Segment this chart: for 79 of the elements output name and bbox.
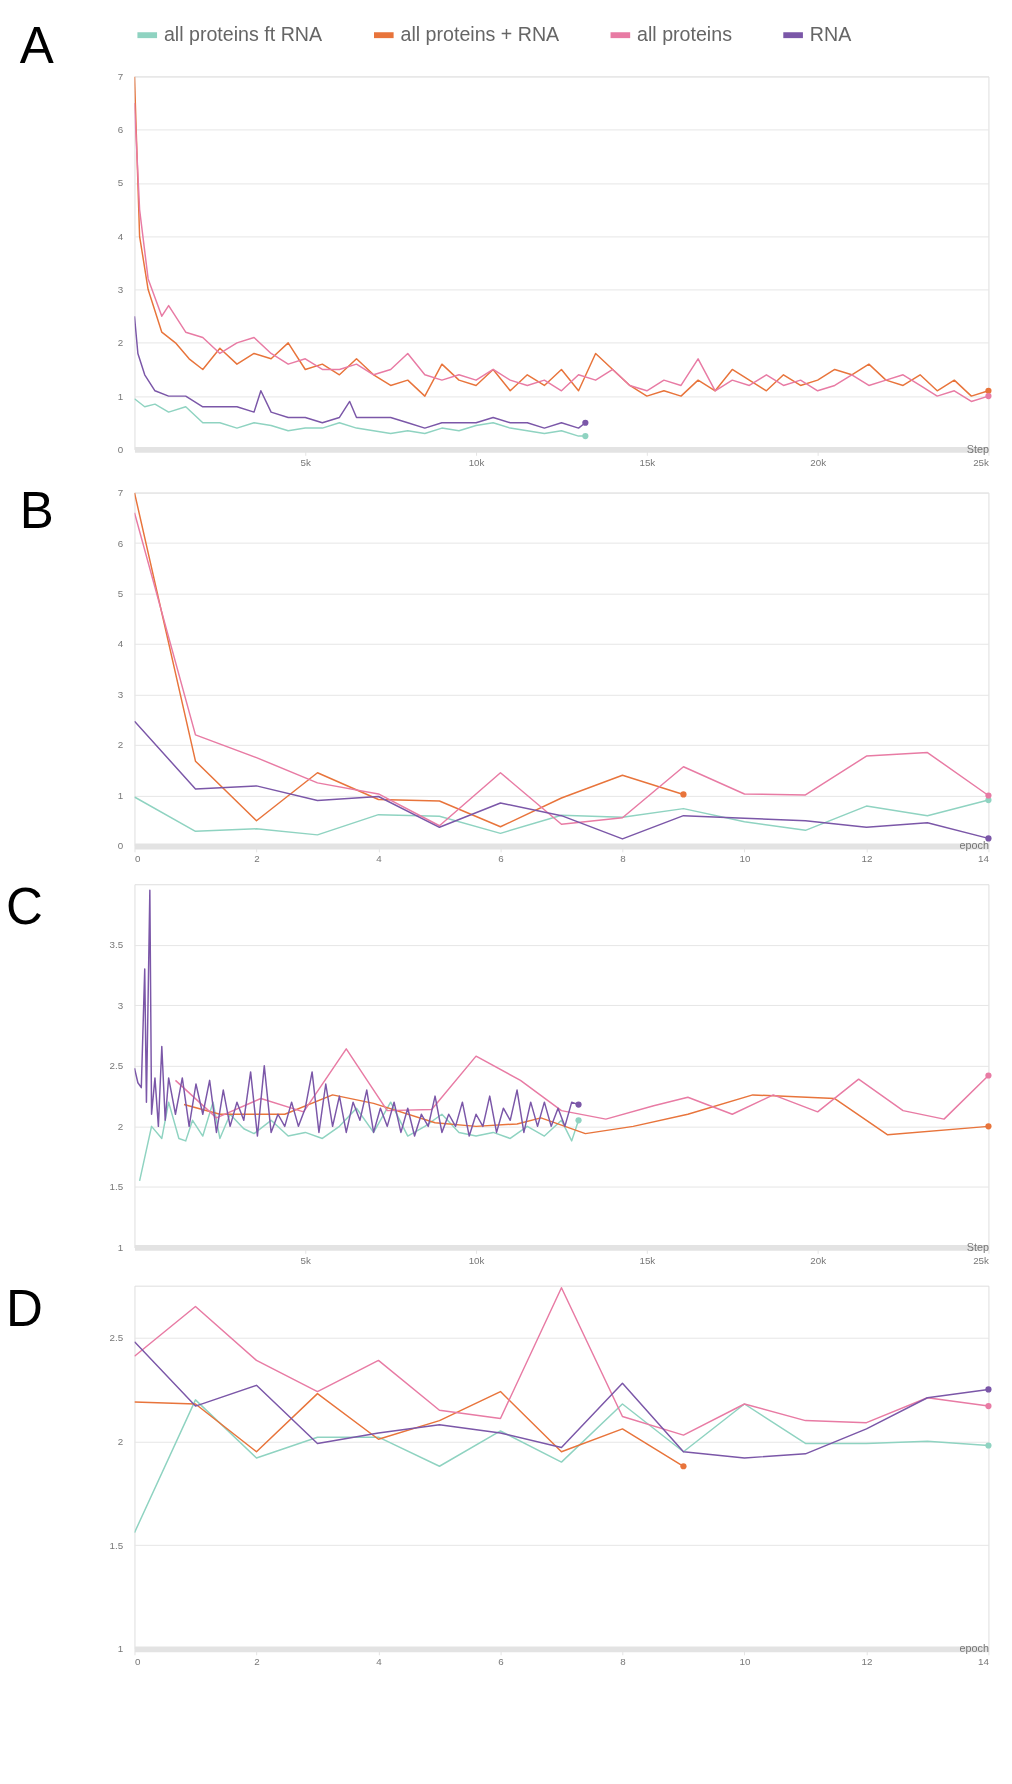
y-tick-label: 1.5 [109,1539,124,1551]
x-tick-label: 6 [498,853,505,865]
y-tick-label: 7 [117,70,124,82]
x-tick-label: 25k [973,1254,990,1266]
x-tick-label: 10 [739,1656,751,1668]
x-tick-label: 2 [254,853,260,865]
y-tick-label: 2 [117,1435,124,1447]
x-tick-label: 5k [300,1254,312,1266]
y-tick-label: 3 [117,999,124,1011]
y-tick-label: 2 [117,337,124,349]
y-tick-label: 0 [117,840,124,852]
x-tick-label: 10 [739,853,751,865]
y-tick-label: 2 [117,739,124,751]
y-tick-label: 4 [117,230,124,242]
legend-label: all proteins [637,23,733,46]
x-tick-label: 0 [134,853,141,865]
legend-label: all proteins ft RNA [163,23,323,46]
legend-label: RNA [809,23,853,46]
point [985,387,992,394]
x-tick-label: 25k [973,456,990,468]
point [582,419,589,426]
x-axis-title: Step [966,442,989,455]
y-tick-label: 1 [117,789,124,801]
point [575,1117,582,1124]
y-tick-label: 2 [117,1120,124,1132]
y-tick-label: 5 [117,177,124,189]
y-tick-label: 2.5 [109,1060,124,1072]
y-tick-label: 2.5 [109,1332,124,1344]
point [985,792,992,799]
point [985,1072,992,1079]
y-tick-label: 5 [117,587,124,599]
x-tick-label: 12 [861,1656,873,1668]
y-tick-label: 1 [117,390,124,402]
x-tick-label: 14 [978,853,990,865]
chart-title: D [5,1279,43,1337]
point [575,1101,582,1108]
x-tick-label: 20k [810,456,827,468]
x-tick-label: 2 [254,1656,260,1668]
point [680,791,687,798]
x-tick-label: 8 [620,853,627,865]
chart-title: B [19,481,54,539]
y-tick-label: 3.5 [109,939,124,951]
chart-title: C [5,878,43,936]
legend-label: all proteins + RNA [400,23,561,46]
x-tick-label: 15k [639,1254,656,1266]
y-tick-label: 1 [117,1643,124,1655]
x-tick-label: 4 [376,853,383,865]
point [985,1123,992,1130]
point [680,1463,687,1470]
x-tick-label: 15k [639,456,656,468]
x-tick-label: 6 [498,1656,505,1668]
x-tick-label: 10k [468,456,485,468]
x-axis-title: epoch [959,1642,989,1655]
y-tick-label: 1.5 [109,1181,124,1193]
point [985,393,992,400]
x-tick-label: 4 [376,1656,383,1668]
y-tick-label: 3 [117,688,124,700]
x-tick-label: 5k [300,456,312,468]
x-tick-label: 8 [620,1656,627,1668]
y-tick-label: 3 [117,283,124,295]
y-tick-label: 4 [117,638,124,650]
x-tick-label: 0 [134,1656,141,1668]
point [985,1402,992,1410]
x-axis-title: Step [966,1240,989,1253]
y-tick-label: 1 [117,1241,124,1253]
x-tick-label: 20k [810,1254,827,1266]
point [985,1386,992,1393]
y-tick-label: 7 [117,487,124,499]
point [985,1442,992,1449]
point [582,432,589,440]
x-tick-label: 12 [861,853,873,865]
y-tick-label: 6 [117,124,124,136]
chart-title: A [19,16,54,74]
x-tick-label: 14 [978,1656,990,1668]
y-tick-label: 0 [117,443,124,455]
x-tick-label: 10k [468,1254,485,1266]
y-tick-label: 6 [117,537,124,549]
x-axis-title: epoch [959,839,989,852]
point [985,835,992,842]
